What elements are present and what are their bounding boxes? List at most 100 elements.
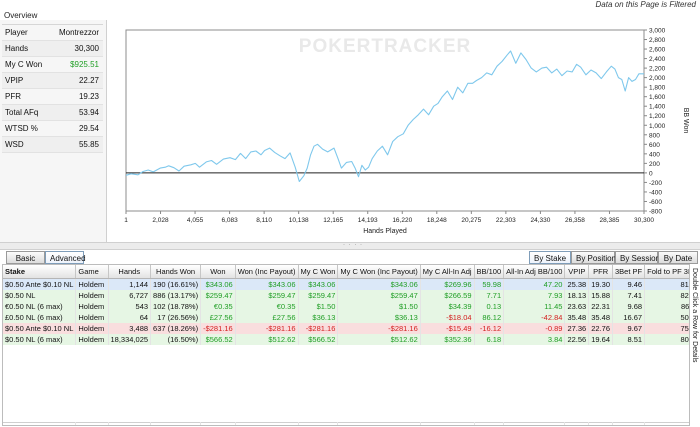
table-cell: 80.75	[644, 334, 689, 345]
table-cell: $0.50 NL	[3, 290, 77, 301]
totals-cell: 1 Game	[75, 422, 109, 425]
table-cell: 3,488	[108, 323, 152, 334]
table-cell: 18.13	[564, 290, 590, 301]
column-header[interactable]: Won	[200, 265, 236, 279]
column-header[interactable]: My C Won (Inc Payout)	[337, 265, 421, 279]
y-tick-label: 2,400	[649, 56, 666, 63]
filter-notice: Data on this Page is Filtered	[595, 0, 697, 9]
y-tick-label: 600	[649, 142, 660, 149]
y-tick-label: 2,000	[649, 75, 666, 82]
x-tick-label: 30,300	[634, 217, 654, 224]
y-tick-label: 800	[649, 132, 660, 139]
y-tick-label: 2,600	[649, 47, 666, 54]
table-header-row: Stake Game Hands Hands Won Won Won (Inc Payou…	[3, 265, 689, 279]
column-header[interactable]: My C Won	[298, 265, 339, 279]
column-header[interactable]: Won (Inc Payout)	[235, 265, 299, 279]
table-row[interactable]: £0.50 NL (6 max) Holdem 64 17 (26.56%) £27.5…	[3, 312, 689, 323]
totals-cell: $889.77	[420, 422, 475, 425]
table-cell: £27.56	[200, 312, 236, 323]
column-header[interactable]: My C All-In Adj	[420, 265, 475, 279]
row-details-hint: Double Click a Row for Details	[689, 268, 699, 418]
x-tick-label: 20,275	[461, 217, 481, 224]
splitter-grip-icon[interactable]: · · · ·	[343, 242, 363, 248]
stakes-grid: Stake Game Hands Hands Won Won Won (Inc Payou…	[3, 265, 689, 425]
column-header[interactable]: BB/100	[474, 265, 505, 279]
overview-stat-value: 29.54	[78, 124, 99, 133]
overview-stat-row: Hands 30,300	[2, 41, 103, 57]
table-cell: $0.50 Ante $0.10 NL	[3, 323, 77, 334]
overview-stat-value: 22.27	[78, 76, 99, 85]
tab-by-position[interactable]: By Position	[571, 251, 616, 264]
table-row[interactable]: $0.50 Ante $0.10 NL Holdem 1,144 190 (16.61…	[3, 278, 689, 290]
empty-cell	[3, 389, 689, 400]
table-cell: 19.64	[588, 334, 613, 345]
table-row[interactable]: $0.50 NL (6 max) Holdem 18,334,025 (16.50%)…	[3, 334, 689, 345]
column-header[interactable]: Hands Won	[150, 265, 202, 279]
table-cell: 7.71	[474, 290, 505, 301]
table-cell: 25.38	[564, 278, 590, 290]
tab-by-date[interactable]: By Date	[658, 251, 698, 264]
tab-by-stake[interactable]: By Stake	[529, 251, 571, 264]
tab-advanced[interactable]: Advanced	[45, 251, 86, 264]
overview-stat-label: My C Won	[5, 60, 43, 69]
table-cell: 17 (26.56%)	[150, 312, 202, 323]
column-header[interactable]: Fold to PF 3Bet	[644, 265, 689, 279]
column-header[interactable]: All-In Adj BB/100	[503, 265, 566, 279]
overview-stat-value: 53.94	[78, 108, 99, 117]
table-cell: Holdem	[75, 323, 109, 334]
table-cell: -$281.16	[298, 323, 339, 334]
overview-stat-value: $925.51	[70, 60, 99, 69]
table-cell: -$281.16	[337, 323, 421, 334]
empty-row	[3, 345, 689, 356]
table-cell: Holdem	[75, 312, 109, 323]
splitter-bar[interactable]	[0, 242, 700, 250]
totals-cell: $871.61	[235, 422, 299, 425]
column-header[interactable]: PFR	[588, 265, 613, 279]
x-tick-label: 6,083	[221, 217, 238, 224]
empty-cell	[3, 411, 689, 423]
empty-cell	[3, 356, 689, 367]
x-tick-label: 8,110	[256, 217, 272, 224]
tab-basic[interactable]: Basic	[6, 251, 45, 264]
table-cell: -$15.49	[420, 323, 475, 334]
y-tick-label: -200	[649, 180, 662, 187]
column-header[interactable]: 3Bet PF	[612, 265, 646, 279]
table-cell: $566.52	[200, 334, 236, 345]
overview-stat-value: 19.23	[78, 92, 99, 101]
x-tick-label: 26,358	[565, 217, 585, 224]
chart-svg: POKERTRACKER 3,000 2,800 2,600 2,400 2,200 2,0…	[124, 28, 689, 236]
table-cell: $259.47	[200, 290, 236, 301]
totals-cell: 57 (16.03%)	[150, 422, 202, 425]
table-cell: Holdem	[75, 290, 109, 301]
table-row[interactable]: €0.50 NL (6 max) Holdem 543 102 (18.78%) €0.…	[3, 301, 689, 312]
tab-by-session[interactable]: By Session	[615, 251, 660, 264]
table-cell: $0.50 NL (6 max)	[3, 334, 77, 345]
table-cell: -42.84	[503, 312, 566, 323]
overview-stat-label: PFR	[5, 92, 21, 101]
column-header[interactable]: Game	[75, 265, 109, 279]
column-header[interactable]: Hands	[108, 265, 152, 279]
table-cell: $259.47	[337, 290, 421, 301]
x-axis-label: Hands Played	[363, 228, 407, 235]
table-cell: $259.47	[298, 290, 339, 301]
table-cell: 11.45	[503, 301, 566, 312]
table-cell: 9.67	[612, 323, 646, 334]
column-header[interactable]: VPIP	[564, 265, 590, 279]
y-tick-label: 2,200	[649, 66, 666, 73]
empty-row	[3, 389, 689, 400]
overview-stat-row: WTSD % 29.54	[2, 121, 103, 137]
overview-stat-label: VPIP	[5, 76, 24, 85]
column-header[interactable]: Stake	[3, 265, 77, 279]
empty-cell	[3, 378, 689, 389]
overview-stat-label: WSD	[5, 140, 24, 149]
overview-panel	[0, 20, 107, 242]
table-row[interactable]: $0.50 Ante $0.10 NL Holdem 3,488 637 (18.26…	[3, 323, 689, 334]
x-tick-label: 4,055	[187, 217, 204, 224]
table-cell: $36.13	[337, 312, 421, 323]
y-tick-label: 2,800	[649, 37, 666, 44]
y-tick-label: -400	[649, 189, 662, 196]
table-row[interactable]: $0.50 NL Holdem 6,727 886 (13.17%) $259.47 $2…	[3, 290, 689, 301]
overview-stat-row: Player Montrezzor	[2, 25, 103, 41]
table-cell: 22.76	[588, 323, 613, 334]
table-cell: 102 (18.78%)	[150, 301, 202, 312]
